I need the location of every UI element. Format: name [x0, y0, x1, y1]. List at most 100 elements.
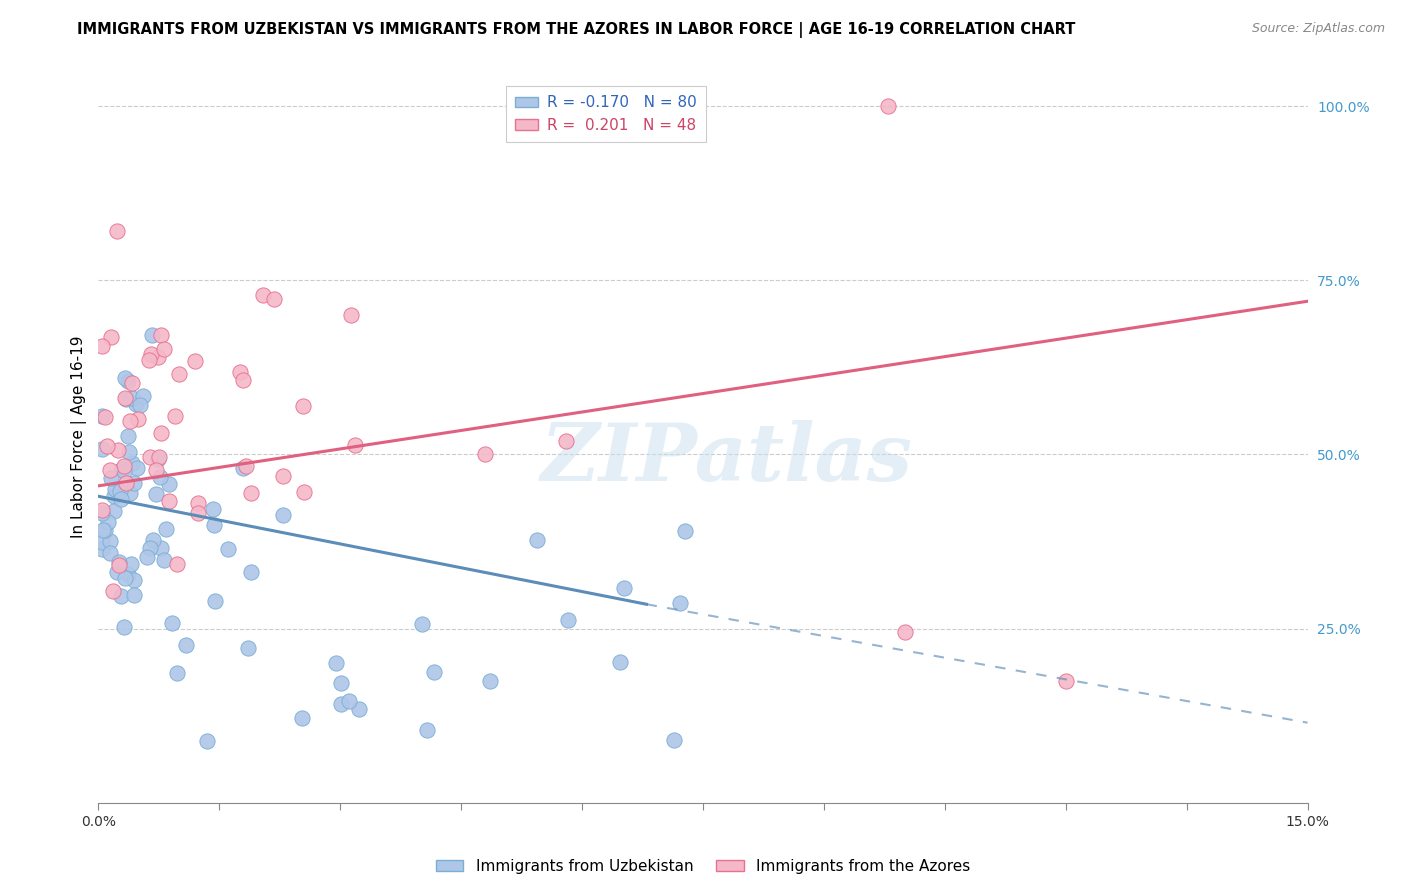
Point [893, 625, 915, 640]
Point [148, 450, 170, 464]
Point [105, 565, 128, 579]
Legend: Immigrants from Uzbekistan, Immigrants from the Azores: Immigrants from Uzbekistan, Immigrants f… [430, 853, 976, 880]
Point [217, 542, 239, 557]
Point [673, 524, 696, 539]
Point [344, 438, 367, 452]
Point [122, 574, 145, 588]
Point [166, 557, 188, 571]
Point [292, 399, 315, 413]
Point [201, 501, 224, 516]
Point [91, 442, 114, 457]
Point [149, 470, 172, 484]
Point [157, 476, 180, 491]
Point [121, 456, 143, 470]
Point [187, 496, 209, 510]
Point [195, 734, 218, 748]
Point [152, 553, 174, 567]
Point [132, 389, 155, 403]
Point [125, 397, 148, 411]
Point [236, 641, 259, 656]
Y-axis label: In Labor Force | Age 16-19: In Labor Force | Age 16-19 [72, 335, 87, 539]
Point [117, 566, 139, 581]
Point [103, 504, 125, 518]
Point [121, 376, 143, 390]
Point [153, 342, 176, 356]
Point [112, 620, 135, 634]
Point [1054, 673, 1077, 688]
Point [239, 486, 262, 500]
Point [105, 224, 128, 238]
Point [136, 549, 159, 564]
Point [187, 506, 209, 520]
Point [139, 347, 162, 361]
Point [165, 409, 187, 424]
Point [347, 702, 370, 716]
Point [557, 613, 579, 627]
Point [271, 508, 294, 522]
Point [118, 414, 141, 428]
Point [91, 503, 114, 517]
Point [145, 487, 167, 501]
Point [229, 365, 252, 379]
Point [613, 581, 636, 595]
Point [100, 471, 122, 485]
Point [204, 594, 226, 608]
Point [91, 542, 114, 557]
Point [160, 615, 183, 630]
Point [138, 353, 160, 368]
Text: Source: ZipAtlas.com: Source: ZipAtlas.com [1251, 22, 1385, 36]
Point [415, 723, 437, 738]
Point [235, 458, 257, 473]
Point [114, 371, 136, 385]
Point [422, 665, 444, 679]
Point [149, 541, 172, 555]
Point [98, 463, 121, 477]
Text: IMMIGRANTS FROM UZBEKISTAN VS IMMIGRANTS FROM THE AZORES IN LABOR FORCE | AGE 16: IMMIGRANTS FROM UZBEKISTAN VS IMMIGRANTS… [77, 22, 1076, 38]
Point [108, 558, 131, 572]
Point [110, 484, 132, 499]
Point [103, 490, 125, 504]
Point [232, 373, 254, 387]
Point [115, 392, 138, 406]
Point [668, 596, 690, 610]
Point [325, 656, 347, 670]
Point [609, 655, 631, 669]
Point [142, 533, 165, 548]
Point [232, 461, 254, 475]
Point [149, 328, 172, 343]
Point [128, 398, 150, 412]
Point [167, 367, 190, 381]
Point [184, 353, 207, 368]
Point [98, 533, 121, 548]
Point [145, 463, 167, 477]
Point [478, 674, 501, 689]
Point [150, 425, 173, 440]
Point [110, 462, 132, 476]
Point [118, 486, 141, 500]
Point [526, 533, 548, 548]
Point [877, 99, 900, 113]
Point [97, 516, 120, 530]
Point [91, 524, 114, 538]
Point [91, 535, 114, 549]
Point [117, 429, 139, 443]
Point [114, 571, 136, 585]
Text: ZIPatlas: ZIPatlas [541, 420, 914, 498]
Point [138, 450, 160, 465]
Point [239, 566, 262, 580]
Point [103, 584, 125, 599]
Point [114, 458, 136, 473]
Point [127, 412, 149, 426]
Point [292, 485, 315, 500]
Point [118, 444, 141, 458]
Point [91, 506, 114, 520]
Point [329, 675, 352, 690]
Point [112, 464, 135, 478]
Point [122, 588, 145, 602]
Point [340, 308, 363, 322]
Point [114, 392, 136, 406]
Point [146, 350, 169, 364]
Point [121, 392, 143, 406]
Point [166, 665, 188, 680]
Point [96, 440, 118, 454]
